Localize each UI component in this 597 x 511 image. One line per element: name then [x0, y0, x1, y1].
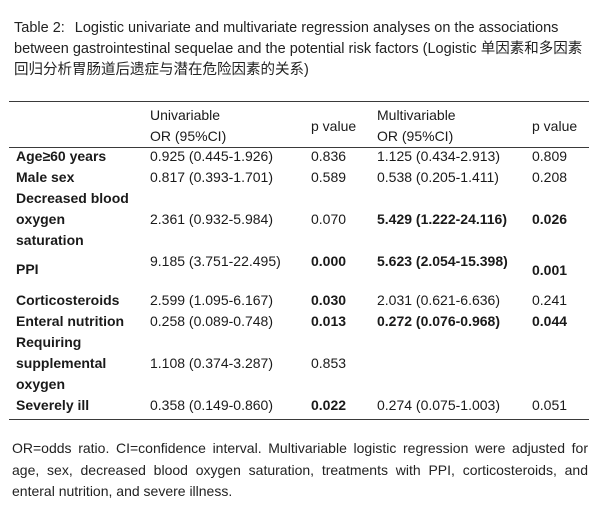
- header-multivariable-or: OR (95%CI): [377, 128, 454, 144]
- table-caption: Table 2: Logistic univariate and multivar…: [14, 18, 586, 81]
- table-header-rule: [9, 147, 589, 148]
- row-factor-supplemental-oxygen-line2: supplemental: [16, 355, 107, 371]
- row-factor-corticosteroids: Corticosteroids: [16, 292, 120, 308]
- row-factor-decreased-oxygen-line3: saturation: [16, 232, 84, 248]
- row-multi-or-severely-ill: 0.274 (0.075-1.003): [377, 397, 500, 413]
- row-multi-or-age: 1.125 (0.434-2.913): [377, 148, 500, 164]
- table-bottom-rule: [9, 419, 589, 420]
- row-factor-supplemental-oxygen-line1: Requiring: [16, 334, 82, 350]
- row-multi-p-severely-ill: 0.051: [532, 397, 568, 413]
- row-uni-p-decreased-oxygen: 0.070: [311, 211, 347, 227]
- header-p-value-multivariable: p value: [532, 118, 578, 134]
- row-factor-enteral-nutrition: Enteral nutrition: [16, 313, 125, 329]
- row-multi-or-corticosteroids: 2.031 (0.621-6.636): [377, 292, 500, 308]
- row-multi-or-ppi: 5.623 (2.054-15.398): [377, 253, 508, 269]
- table-label: Table 2:: [14, 20, 65, 36]
- row-uni-or-enteral-nutrition: 0.258 (0.089-0.748): [150, 313, 273, 329]
- row-factor-ppi: PPI: [16, 261, 39, 277]
- header-univariable: Univariable: [150, 107, 221, 123]
- row-uni-p-severely-ill: 0.022: [311, 397, 347, 413]
- row-uni-or-age: 0.925 (0.445-1.926): [150, 148, 273, 164]
- table-footnote: OR=odds ratio. CI=confidence interval. M…: [12, 440, 588, 499]
- row-uni-p-ppi: 0.000: [311, 253, 347, 269]
- header-multivariable: Multivariable: [377, 107, 456, 123]
- row-multi-p-male-sex: 0.208: [532, 169, 568, 185]
- row-multi-p-corticosteroids: 0.241: [532, 292, 568, 308]
- row-uni-or-decreased-oxygen: 2.361 (0.932-5.984): [150, 211, 273, 227]
- row-multi-or-male-sex: 0.538 (0.205-1.411): [377, 169, 499, 185]
- row-factor-severely-ill: Severely ill: [16, 397, 90, 413]
- row-factor-male-sex: Male sex: [16, 169, 75, 185]
- row-multi-p-age: 0.809: [532, 148, 568, 164]
- row-factor-decreased-oxygen-line2: oxygen: [16, 211, 66, 227]
- row-multi-p-decreased-oxygen: 0.026: [532, 211, 568, 227]
- row-factor-decreased-oxygen-line1: Decreased blood: [16, 190, 129, 206]
- row-uni-p-supplemental-oxygen: 0.853: [311, 355, 347, 371]
- row-uni-p-enteral-nutrition: 0.013: [311, 313, 347, 329]
- table-top-rule: [9, 101, 589, 102]
- header-univariable-or: OR (95%CI): [150, 128, 227, 144]
- row-uni-p-age: 0.836: [311, 148, 347, 164]
- row-uni-p-male-sex: 0.589: [311, 169, 347, 185]
- row-uni-or-ppi: 9.185 (3.751-22.495): [150, 253, 281, 269]
- row-multi-p-ppi: 0.001: [532, 262, 568, 278]
- row-uni-or-supplemental-oxygen: 1.108 (0.374-3.287): [150, 355, 273, 371]
- table-title: Logistic univariate and multivariate reg…: [14, 20, 583, 78]
- row-multi-or-decreased-oxygen: 5.429 (1.222-24.116): [377, 211, 507, 227]
- row-multi-or-enteral-nutrition: 0.272 (0.076-0.968): [377, 313, 500, 329]
- row-uni-or-male-sex: 0.817 (0.393-1.701): [150, 169, 273, 185]
- row-multi-p-enteral-nutrition: 0.044: [532, 313, 568, 329]
- row-factor-age: Age≥60 years: [16, 148, 107, 164]
- row-uni-or-corticosteroids: 2.599 (1.095-6.167): [150, 292, 273, 308]
- row-uni-p-corticosteroids: 0.030: [311, 292, 347, 308]
- row-uni-or-severely-ill: 0.358 (0.149-0.860): [150, 397, 273, 413]
- row-factor-supplemental-oxygen-line3: oxygen: [16, 376, 66, 392]
- header-p-value-univariable: p value: [311, 118, 357, 134]
